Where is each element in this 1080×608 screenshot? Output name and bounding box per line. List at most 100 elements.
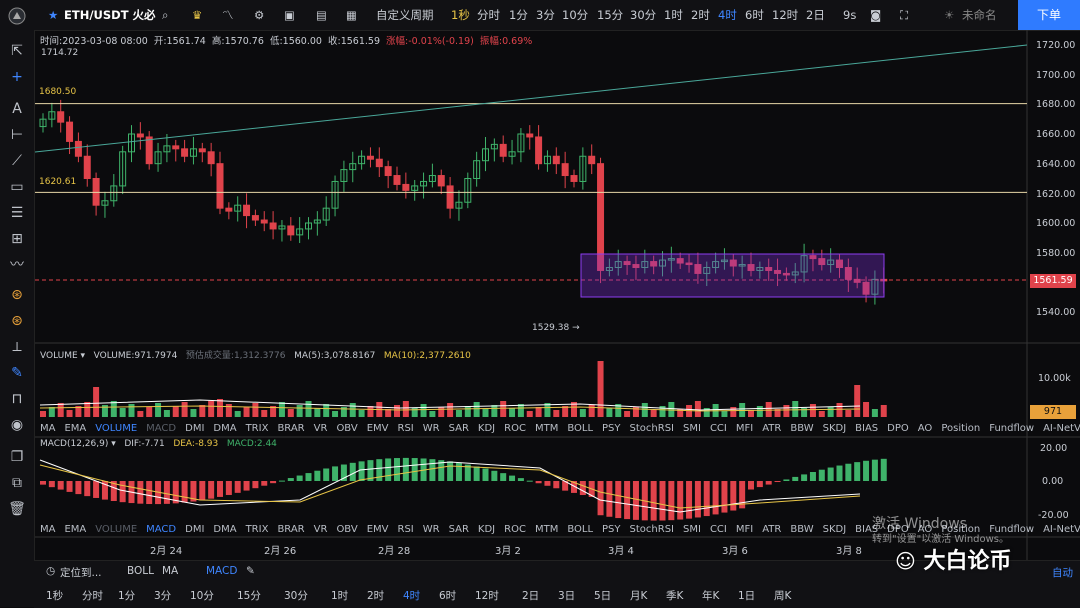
bottom-period-6[interactable]: 30分 bbox=[284, 590, 308, 602]
lock-drawing-icon[interactable]: ⊛ bbox=[11, 313, 23, 329]
period-4h[interactable]: 4时 bbox=[718, 8, 737, 22]
indicator-tab-trix[interactable]: TRIX bbox=[245, 524, 269, 535]
grid-icon[interactable]: ▦ bbox=[346, 8, 357, 22]
lock-icon[interactable]: ⊓ bbox=[11, 391, 23, 407]
bottom-period-5[interactable]: 15分 bbox=[237, 590, 261, 602]
indicator-macd[interactable]: MACD bbox=[206, 565, 238, 577]
cursor-icon[interactable]: ⇱ bbox=[11, 43, 23, 59]
period-timeshare[interactable]: 分时 bbox=[477, 8, 500, 22]
indicator-tab-wr[interactable]: WR bbox=[422, 524, 440, 535]
locate-icon[interactable]: ◷ bbox=[46, 565, 56, 577]
template-icon[interactable]: ▤ bbox=[316, 8, 327, 22]
indicator-tab-kdj[interactable]: KDJ bbox=[477, 423, 496, 434]
period-10m[interactable]: 10分 bbox=[562, 8, 589, 22]
indicator-tab-atr[interactable]: ATR bbox=[762, 423, 782, 434]
period-2h[interactable]: 2时 bbox=[691, 8, 710, 22]
rectangle-icon[interactable]: ▭ bbox=[10, 179, 24, 195]
bottom-period-14[interactable]: 5日 bbox=[594, 590, 612, 602]
indicator-icon[interactable]: ♛ bbox=[192, 8, 203, 22]
indicator-tab-stochrsi[interactable]: StochRSI bbox=[629, 423, 674, 434]
measure-icon[interactable]: ⊞ bbox=[11, 231, 23, 247]
indicator-tab-emv[interactable]: EMV bbox=[366, 524, 389, 535]
bottom-period-11[interactable]: 12时 bbox=[475, 590, 499, 602]
bottom-period-10[interactable]: 6时 bbox=[439, 590, 457, 602]
indicator-tab-volume[interactable]: VOLUME bbox=[95, 423, 138, 434]
overlay-ma[interactable]: MA bbox=[162, 565, 179, 577]
period-12h[interactable]: 12时 bbox=[772, 8, 799, 22]
indicator-tab-bias[interactable]: BIAS bbox=[855, 524, 879, 535]
indicator-tab-atr[interactable]: ATR bbox=[762, 524, 782, 535]
indicator-tab-ema[interactable]: EMA bbox=[64, 423, 87, 434]
chart-type-icon[interactable]: 〽 bbox=[222, 8, 234, 22]
indicator-tab-boll[interactable]: BOLL bbox=[567, 524, 594, 535]
period-15m[interactable]: 15分 bbox=[597, 8, 624, 22]
indicator-tab-mfi[interactable]: MFI bbox=[735, 524, 754, 535]
indicator-tab-psy[interactable]: PSY bbox=[602, 423, 621, 434]
indicator-tab-fundflow[interactable]: Fundflow bbox=[989, 524, 1035, 535]
layout-icon[interactable]: ▣ bbox=[284, 8, 295, 22]
theme-toggle-icon[interactable]: ☀ bbox=[944, 8, 955, 22]
indicator-tab-dmi[interactable]: DMI bbox=[185, 524, 205, 535]
indicator-tab-position[interactable]: Position bbox=[941, 423, 981, 434]
indicator-tab-boll[interactable]: BOLL bbox=[567, 423, 594, 434]
trash-icon[interactable]: 🗑 bbox=[8, 501, 26, 517]
indicator-tab-ema[interactable]: EMA bbox=[64, 524, 87, 535]
symbol-selector[interactable]: ETH/USDT 火必 bbox=[64, 8, 156, 22]
bottom-period-1[interactable]: 分时 bbox=[82, 590, 103, 602]
indicator-tab-bias[interactable]: BIAS bbox=[855, 423, 879, 434]
indicator-tab-emv[interactable]: EMV bbox=[366, 423, 389, 434]
indicator-tab-roc[interactable]: ROC bbox=[504, 524, 526, 535]
camera-icon[interactable]: ◙ bbox=[870, 8, 882, 22]
indicator-tab-bbw[interactable]: BBW bbox=[790, 423, 814, 434]
indicator-tab-vr[interactable]: VR bbox=[313, 423, 328, 434]
period-2d[interactable]: 2日 bbox=[806, 8, 825, 22]
refresh-interval[interactable]: 9s bbox=[843, 8, 857, 22]
indicator-tab-position[interactable]: Position bbox=[941, 524, 981, 535]
bottom-period-3[interactable]: 3分 bbox=[154, 590, 172, 602]
indicator-tab-macd[interactable]: MACD bbox=[146, 524, 177, 535]
indicator-tab-ai-netvol[interactable]: AI-NetVOL bbox=[1043, 524, 1080, 535]
indicator-tab-rsi[interactable]: RSI bbox=[397, 423, 414, 434]
indicator-tab-smi[interactable]: SMI bbox=[683, 524, 701, 535]
indicator-tab-volume[interactable]: VOLUME bbox=[95, 524, 138, 535]
search-icon[interactable]: ⌕ bbox=[162, 8, 169, 22]
layers-icon[interactable]: ❐ bbox=[10, 449, 24, 465]
bottom-period-9[interactable]: 4时 bbox=[403, 590, 421, 602]
crosshair-icon[interactable]: + bbox=[11, 69, 23, 85]
text-icon[interactable]: A bbox=[12, 101, 22, 117]
bottom-period-16[interactable]: 季K bbox=[666, 590, 684, 602]
bottom-period-19[interactable]: 周K bbox=[774, 590, 792, 602]
indicator-tab-wr[interactable]: WR bbox=[422, 423, 440, 434]
indicator-tab-ma[interactable]: MA bbox=[40, 423, 56, 434]
indicator-tab-stochrsi[interactable]: StochRSI bbox=[629, 524, 674, 535]
indicator-tab-brar[interactable]: BRAR bbox=[277, 423, 305, 434]
auto-scale-button[interactable]: 自动 bbox=[1052, 567, 1073, 579]
edit-icon[interactable]: ✎ bbox=[246, 565, 255, 577]
settings-gear-icon[interactable]: ⚙ bbox=[254, 8, 265, 22]
indicator-tab-ma[interactable]: MA bbox=[40, 524, 56, 535]
bottom-period-7[interactable]: 1时 bbox=[331, 590, 349, 602]
indicator-tab-skdj[interactable]: SKDJ bbox=[822, 524, 847, 535]
login-button[interactable]: 未命名 bbox=[962, 8, 997, 22]
indicator-tab-obv[interactable]: OBV bbox=[336, 524, 358, 535]
indicator-tab-dpo[interactable]: DPO bbox=[887, 524, 909, 535]
indicator-tab-vr[interactable]: VR bbox=[313, 524, 328, 535]
bottom-period-13[interactable]: 3日 bbox=[558, 590, 576, 602]
period-1s[interactable]: 1秒 bbox=[451, 8, 470, 22]
bottom-period-2[interactable]: 1分 bbox=[118, 590, 136, 602]
eye-icon[interactable]: ◉ bbox=[10, 417, 24, 433]
fullscreen-icon[interactable]: ⛶ bbox=[900, 8, 909, 22]
indicator-tab-dpo[interactable]: DPO bbox=[887, 423, 909, 434]
indicator-tab-smi[interactable]: SMI bbox=[683, 423, 701, 434]
bottom-period-17[interactable]: 年K bbox=[702, 590, 720, 602]
bottom-period-0[interactable]: 1秒 bbox=[46, 590, 64, 602]
bottom-period-4[interactable]: 10分 bbox=[190, 590, 214, 602]
volume-title[interactable]: VOLUME bbox=[40, 351, 78, 361]
bottom-period-18[interactable]: 1日 bbox=[738, 590, 756, 602]
indicator-tab-fundflow[interactable]: Fundflow bbox=[989, 423, 1035, 434]
indicator-tab-bbw[interactable]: BBW bbox=[790, 524, 814, 535]
indicator-tab-rsi[interactable]: RSI bbox=[397, 524, 414, 535]
indicator-tab-roc[interactable]: ROC bbox=[504, 423, 526, 434]
indicator-tab-kdj[interactable]: KDJ bbox=[477, 524, 496, 535]
indicator-tab-sar[interactable]: SAR bbox=[448, 423, 469, 434]
